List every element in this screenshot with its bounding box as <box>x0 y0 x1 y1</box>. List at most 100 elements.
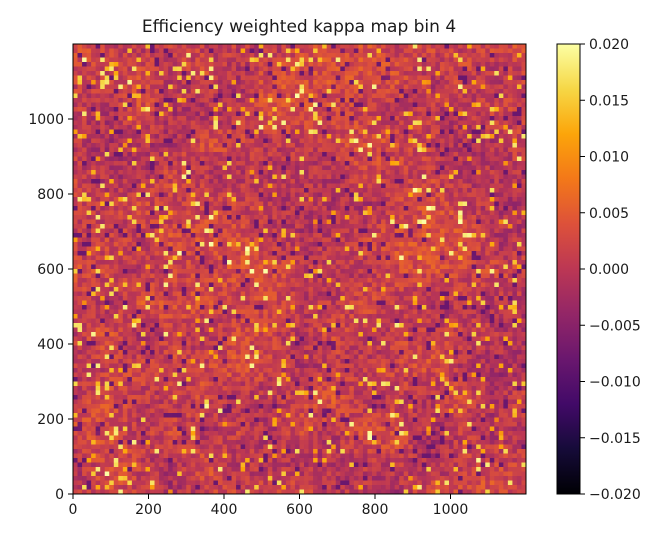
heatmap-cell <box>281 89 287 94</box>
heatmap-cell <box>236 210 241 216</box>
heatmap-cell <box>417 255 423 261</box>
heatmap-cell <box>385 201 391 207</box>
heatmap-cell <box>376 111 382 117</box>
heatmap-cell <box>408 170 414 175</box>
heatmap-cell <box>140 80 146 85</box>
heatmap-cell <box>444 206 450 211</box>
heatmap-cell <box>177 138 183 144</box>
heatmap-cell <box>181 152 187 157</box>
heatmap-cell <box>73 165 78 171</box>
heatmap-cell <box>236 66 241 72</box>
heatmap-cell <box>448 206 454 211</box>
heatmap-cell <box>245 147 251 153</box>
heatmap-cell <box>480 260 486 265</box>
heatmap-cell <box>462 143 468 148</box>
heatmap-cell <box>254 152 260 157</box>
heatmap-cell <box>136 201 142 207</box>
heatmap-cell <box>313 57 318 63</box>
heatmap-cell <box>507 170 513 175</box>
heatmap-cell <box>353 125 359 130</box>
heatmap-cell <box>381 53 386 58</box>
heatmap-cell <box>109 93 115 99</box>
heatmap-cell <box>399 242 405 247</box>
heatmap-cell <box>507 237 513 243</box>
heatmap-cell <box>231 120 237 126</box>
heatmap-cell <box>294 93 300 99</box>
heatmap-cell <box>131 62 137 67</box>
heatmap-cell <box>362 75 368 81</box>
heatmap-cell <box>190 98 196 103</box>
heatmap-cell <box>145 255 151 261</box>
heatmap-cell <box>304 44 309 49</box>
heatmap-cell <box>86 80 92 85</box>
heatmap-cell <box>113 57 119 63</box>
heatmap-cell <box>381 93 386 99</box>
heatmap-cell <box>267 125 273 130</box>
heatmap-cell <box>168 84 174 90</box>
heatmap-cell <box>498 188 504 193</box>
heatmap-cell <box>281 246 287 252</box>
heatmap-cell <box>485 80 491 85</box>
heatmap-cell <box>471 80 477 85</box>
heatmap-cell <box>217 255 223 261</box>
heatmap-cell <box>181 75 187 81</box>
heatmap-cell <box>199 197 205 202</box>
heatmap-cell <box>430 134 436 139</box>
heatmap-cell <box>168 224 174 229</box>
heatmap-cell <box>381 246 386 252</box>
heatmap-cell <box>122 210 128 216</box>
heatmap-cell <box>480 233 486 238</box>
heatmap-cell <box>381 228 386 234</box>
heatmap-cell <box>154 228 160 234</box>
heatmap-cell <box>453 89 459 94</box>
heatmap-cell <box>245 138 251 144</box>
heatmap-cell <box>516 197 522 202</box>
heatmap-cell <box>367 102 373 108</box>
heatmap-cell <box>208 255 214 261</box>
heatmap-cell <box>190 147 196 153</box>
heatmap-cell <box>489 255 495 261</box>
heatmap-cell <box>100 197 106 202</box>
heatmap-cell <box>385 174 391 180</box>
heatmap-cell <box>91 71 96 76</box>
heatmap-cell <box>294 84 300 90</box>
heatmap-cell <box>403 75 409 81</box>
heatmap-cell <box>467 242 472 247</box>
heatmap-cell <box>435 62 441 67</box>
heatmap-cell <box>317 156 323 162</box>
heatmap-cell <box>331 255 337 261</box>
heatmap-cell <box>313 129 318 135</box>
heatmap-cell <box>453 260 459 265</box>
heatmap-cell <box>258 215 264 220</box>
heatmap-cell <box>498 219 504 225</box>
heatmap-cell <box>480 224 486 229</box>
heatmap-cell <box>213 242 219 247</box>
heatmap-cell <box>186 165 192 171</box>
heatmap-cell <box>177 228 183 234</box>
heatmap-cell <box>127 224 133 229</box>
heatmap-cell <box>349 125 355 130</box>
heatmap-cell <box>195 264 201 270</box>
heatmap-cell <box>439 219 445 225</box>
heatmap-cell <box>385 255 391 261</box>
heatmap-cell <box>403 80 409 85</box>
heatmap-cell <box>131 206 137 211</box>
heatmap-cell <box>371 233 377 238</box>
heatmap-cell <box>426 224 432 229</box>
heatmap-cell <box>276 197 282 202</box>
heatmap-cell <box>376 125 382 130</box>
heatmap-cell <box>285 71 291 76</box>
heatmap-cell <box>217 134 223 139</box>
heatmap-cell <box>322 233 328 238</box>
heatmap-cell <box>340 246 346 252</box>
heatmap-cell <box>172 228 178 234</box>
heatmap-cell <box>480 129 486 135</box>
heatmap-cell <box>476 111 482 117</box>
heatmap-cell <box>489 116 495 121</box>
heatmap-cell <box>417 224 423 229</box>
heatmap-cell <box>163 66 169 72</box>
heatmap-cell <box>462 206 468 211</box>
heatmap-cell <box>317 260 323 265</box>
heatmap-cell <box>213 228 219 234</box>
heatmap-cell <box>367 80 373 85</box>
